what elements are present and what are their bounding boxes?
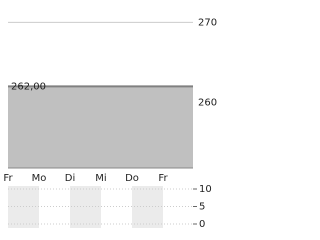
x-tick-label: Mo bbox=[32, 173, 47, 184]
x-tick-label: Mi bbox=[95, 173, 106, 184]
y-tick-label: 5 bbox=[199, 202, 205, 213]
x-tick-label: Fr bbox=[158, 173, 168, 184]
x-tick-label: Fr bbox=[3, 173, 13, 184]
y-tick-label: 260 bbox=[198, 97, 217, 108]
x-tick-label: Do bbox=[125, 173, 139, 184]
x-tick-label: Di bbox=[65, 173, 75, 184]
area bbox=[8, 86, 193, 168]
annotation: 262,00 bbox=[11, 81, 46, 92]
y-tick-label: 10 bbox=[199, 184, 212, 195]
y-tick-label: 270 bbox=[198, 17, 217, 28]
chart: 260 270 262,00 Fr Mo Di Mi Do Fr 0 5 10 bbox=[3, 17, 217, 230]
y-tick-label: 0 bbox=[199, 219, 205, 230]
